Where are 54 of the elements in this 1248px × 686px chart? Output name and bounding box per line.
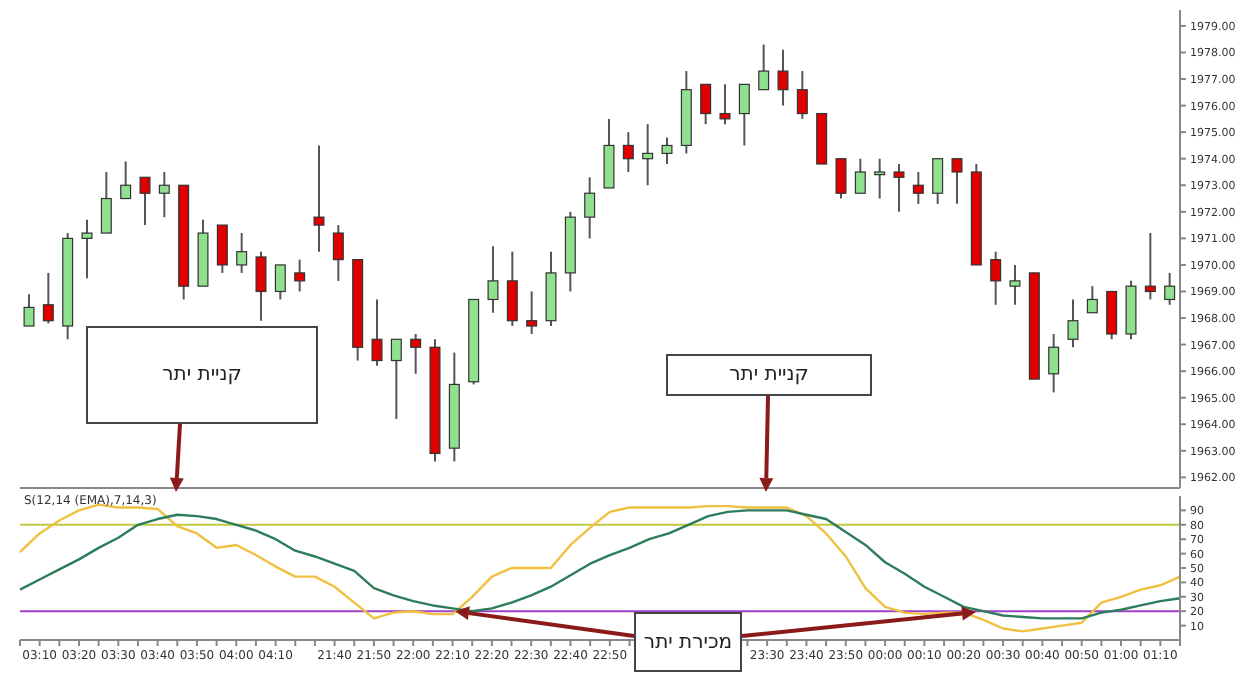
annotation: מכירת יתר: [643, 631, 733, 653]
candlestick: [42, 271, 54, 325]
annotation: קניית יתר: [162, 364, 242, 386]
candlestick: [1144, 232, 1156, 301]
candlestick: [120, 160, 132, 200]
candlestick: [1048, 332, 1060, 394]
candlestick: [912, 170, 924, 205]
candlestick: [951, 157, 963, 205]
candlestick: [661, 136, 673, 166]
candlestick: [216, 224, 228, 274]
candlestick: [758, 43, 770, 91]
candlestick: [700, 83, 712, 126]
candlestick: [255, 250, 267, 322]
candlestick: [158, 170, 170, 219]
candlestick: [1164, 271, 1176, 306]
candlestick: [584, 176, 596, 240]
candlestick: [100, 170, 112, 235]
candlestick: [642, 123, 654, 187]
candlestick: [893, 163, 905, 213]
candlestick: [371, 298, 383, 367]
text-box: קניית יתר: [666, 354, 872, 396]
candlestick: [854, 157, 866, 195]
candlestick: [874, 157, 886, 200]
candlestick: [738, 83, 750, 147]
candlestick: [23, 293, 35, 328]
candlestick: [506, 250, 518, 328]
candlestick: [1106, 290, 1118, 341]
candlestick: [1125, 279, 1137, 341]
candlestick: [545, 250, 557, 328]
candlestick: [81, 218, 93, 280]
candlestick: [603, 117, 615, 189]
candlestick: [796, 70, 808, 120]
candlestick: [719, 83, 731, 126]
text-box: מכירת יתר: [634, 612, 742, 672]
text-box: קניית יתר: [86, 326, 318, 424]
annotation: קניית יתר: [729, 364, 809, 386]
candlestick: [487, 245, 499, 314]
candlestick: [1067, 298, 1079, 349]
candlestick: [410, 332, 422, 375]
candlestick: [236, 232, 248, 274]
candlestick: [139, 176, 151, 227]
candlestick: [622, 131, 634, 173]
candlestick: [990, 250, 1002, 306]
candlestick: [835, 157, 847, 200]
candlestick: [526, 290, 538, 335]
candlestick: [313, 144, 325, 253]
candlestick: [777, 48, 789, 107]
candlestick: [1009, 263, 1021, 306]
candlestick: [932, 157, 944, 205]
candlestick: [274, 263, 286, 301]
candlestick: [332, 224, 344, 282]
candlestick: [390, 338, 402, 420]
candlestick: [1086, 285, 1098, 314]
candlestick: [294, 258, 306, 293]
